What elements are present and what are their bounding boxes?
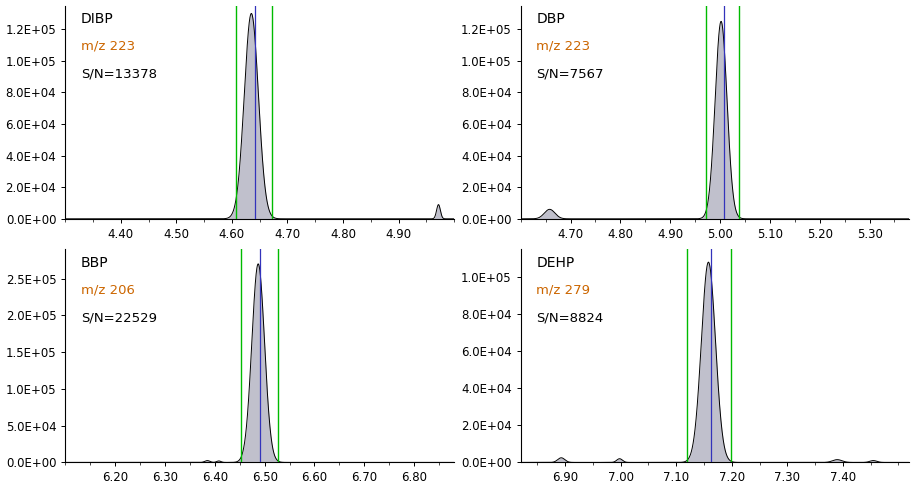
Text: BBP: BBP	[81, 256, 109, 270]
Text: DIBP: DIBP	[81, 12, 113, 26]
Text: m/z 206: m/z 206	[81, 283, 135, 296]
Text: m/z 223: m/z 223	[81, 40, 135, 53]
Text: S/N=22529: S/N=22529	[81, 311, 156, 324]
Text: m/z 279: m/z 279	[536, 283, 590, 296]
Text: S/N=7567: S/N=7567	[536, 68, 604, 80]
Text: m/z 223: m/z 223	[536, 40, 590, 53]
Text: DBP: DBP	[536, 12, 565, 26]
Text: DEHP: DEHP	[536, 256, 575, 270]
Text: S/N=13378: S/N=13378	[81, 68, 156, 80]
Text: S/N=8824: S/N=8824	[536, 311, 604, 324]
